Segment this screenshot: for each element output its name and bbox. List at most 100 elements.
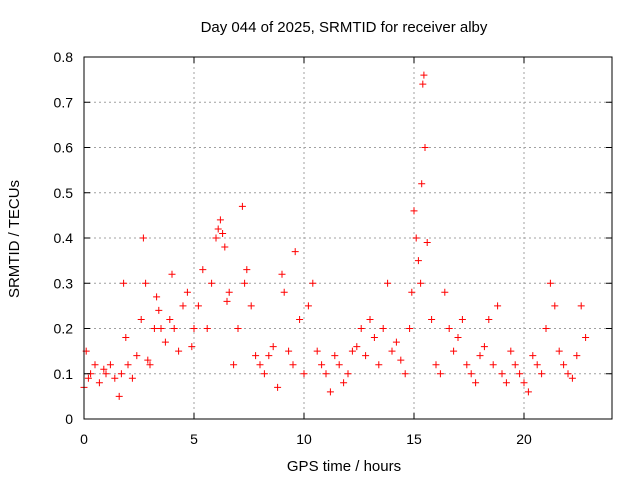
y-tick-label: 0.7	[54, 94, 74, 110]
data-point	[436, 370, 444, 378]
data-point	[304, 302, 312, 310]
data-point	[476, 352, 484, 360]
data-point	[472, 379, 480, 387]
data-point	[84, 374, 92, 382]
data-point	[221, 243, 229, 251]
data-point	[397, 356, 405, 364]
x-tick-label: 20	[516, 431, 532, 447]
x-tick-label: 0	[80, 431, 88, 447]
data-point	[348, 347, 356, 355]
x-tick-labels: 0 5 10 15 20	[80, 431, 532, 447]
data-point	[111, 374, 119, 382]
data-point	[441, 288, 449, 296]
data-point	[296, 315, 304, 323]
data-point	[326, 388, 334, 396]
data-point	[417, 279, 425, 287]
data-point	[555, 347, 563, 355]
data-point	[265, 352, 273, 360]
data-point	[340, 379, 348, 387]
data-point	[219, 229, 227, 237]
data-point	[216, 216, 224, 224]
data-point	[183, 288, 191, 296]
data-point	[252, 352, 260, 360]
data-point	[498, 370, 506, 378]
axis-ticks	[83, 56, 612, 420]
data-point	[247, 302, 255, 310]
data-point	[238, 202, 246, 210]
data-point	[124, 361, 132, 369]
data-point	[551, 302, 559, 310]
data-point	[408, 288, 416, 296]
x-axis-title: GPS time / hours	[287, 458, 401, 475]
data-point	[564, 370, 572, 378]
data-point	[194, 302, 202, 310]
data-point	[309, 279, 317, 287]
y-axis-title: SRMTID / TECUs	[6, 180, 23, 298]
data-point	[190, 325, 198, 332]
data-point	[139, 234, 147, 242]
y-tick-labels: 0 0.1 0.2 0.3 0.4 0.5 0.6 0.7 0.8	[54, 49, 74, 427]
data-point	[520, 379, 528, 387]
data-point	[511, 361, 519, 369]
data-point	[157, 325, 165, 332]
chart-title: Day 044 of 2025, SRMTID for receiver alb…	[201, 19, 488, 36]
data-point	[91, 361, 99, 369]
data-point	[318, 361, 326, 369]
data-point	[170, 325, 178, 332]
data-point	[120, 279, 128, 287]
data-point	[542, 325, 550, 332]
data-point	[366, 315, 374, 323]
data-point	[370, 334, 378, 342]
data-point	[353, 343, 361, 351]
data-point	[538, 370, 546, 378]
data-point	[420, 71, 428, 79]
data-point	[161, 338, 169, 346]
data-point	[582, 334, 590, 342]
data-point	[524, 388, 532, 396]
data-point	[454, 334, 462, 342]
data-point	[494, 302, 502, 310]
data-point	[331, 352, 339, 360]
data-point	[335, 361, 343, 369]
data-point	[214, 225, 222, 233]
data-point	[414, 257, 422, 265]
data-point	[421, 144, 429, 151]
data-point	[546, 279, 554, 287]
data-point	[573, 352, 581, 360]
data-point	[146, 361, 154, 369]
data-point	[289, 361, 297, 369]
data-point	[225, 288, 233, 296]
data-point	[280, 288, 288, 296]
y-tick-label: 0.5	[54, 185, 74, 201]
data-point	[419, 80, 427, 88]
data-point	[117, 370, 125, 378]
y-tick-label: 0.4	[54, 230, 74, 246]
data-point	[128, 374, 136, 382]
data-point	[489, 361, 497, 369]
data-point	[410, 207, 418, 215]
data-point	[100, 365, 108, 373]
data-point	[179, 302, 187, 310]
data-point	[423, 239, 431, 247]
data-point	[502, 379, 510, 387]
data-point	[212, 234, 220, 242]
grid-lines	[84, 57, 612, 419]
data-point	[384, 279, 392, 287]
data-point	[234, 325, 242, 332]
data-point	[175, 347, 183, 355]
data-point	[269, 343, 277, 351]
y-tick-label: 0	[65, 411, 73, 427]
data-point	[379, 325, 387, 332]
y-tick-label: 0.3	[54, 275, 74, 291]
data-point	[450, 347, 458, 355]
data-point	[153, 293, 161, 301]
data-point	[322, 370, 330, 378]
data-point	[516, 370, 524, 378]
data-point	[428, 315, 436, 323]
data-point	[133, 352, 141, 360]
data-point	[529, 352, 537, 360]
data-point	[344, 370, 352, 378]
data-point	[150, 325, 158, 332]
